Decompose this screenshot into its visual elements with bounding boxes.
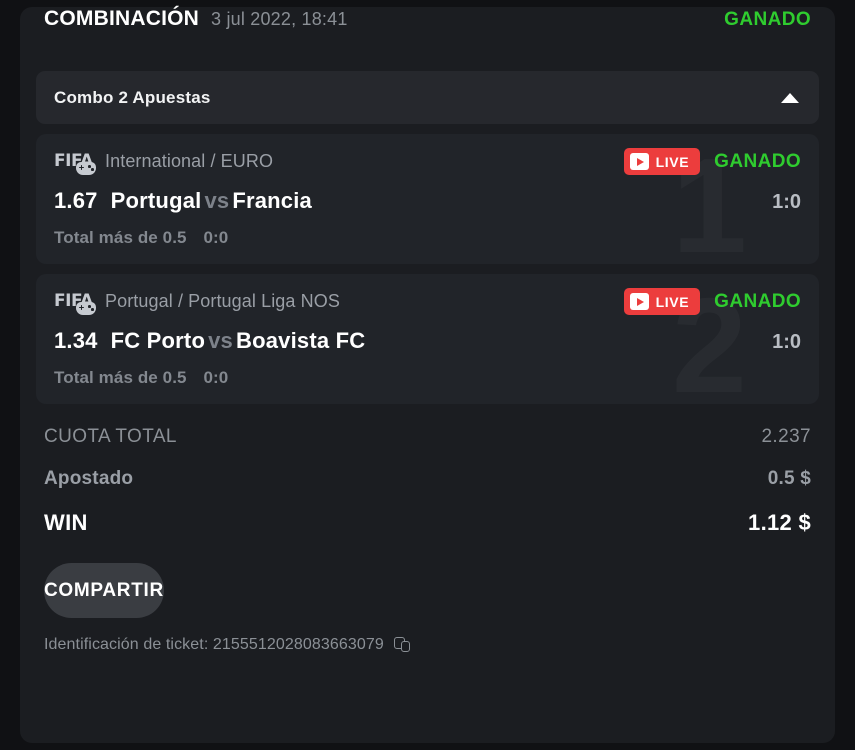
bet-league-row: FIFA International / EURO LIVE GANADO (54, 148, 801, 175)
bet-status-group: LIVE GANADO (623, 148, 801, 175)
fifa-esports-icon: FIFA (54, 149, 96, 175)
copy-icon[interactable] (393, 636, 411, 654)
ticket-header: COMBINACIÓN 3 jul 2022, 18:41 GANADO (36, 7, 819, 71)
team-home: Portugal (110, 188, 202, 213)
bet-status-group: LIVE GANADO (623, 288, 801, 315)
match-score: 1:0 (772, 191, 801, 213)
bet-market-row: Total más de 0.5 0:0 (54, 368, 801, 388)
team-home: FC Porto (110, 328, 206, 353)
team-away: Francia (232, 188, 312, 213)
bet-league-label: International / EURO (105, 151, 274, 171)
live-label: LIVE (655, 153, 690, 170)
live-label: LIVE (655, 293, 690, 310)
team-away: Boavista FC (235, 328, 366, 353)
triangle-up-icon[interactable] (779, 87, 801, 109)
bet-league-row: FIFA Portugal / Portugal Liga NOS LIVE G… (54, 288, 801, 315)
vs-separator: vs (204, 188, 230, 213)
bet-selection-row[interactable]: 2 FIFA Portugal / Portugal Liga NOS LIVE… (36, 274, 819, 404)
ticket-date: 3 jul 2022, 18:41 (211, 9, 348, 29)
win-value: 1.12 $ (748, 510, 811, 535)
bet-market-label: Total más de 0.5 (54, 368, 187, 387)
ticket-id-label: Identificación de ticket: 21555120280836… (44, 636, 384, 653)
bet-teams: Portugal vs Francia (111, 188, 312, 214)
live-badge[interactable]: LIVE (623, 148, 701, 175)
bet-slip-card: COMBINACIÓN 3 jul 2022, 18:41 GANADO Com… (20, 7, 835, 743)
win-label: WIN (44, 510, 88, 535)
total-odds-label: CUOTA TOTAL (44, 426, 177, 447)
combo-header-bar[interactable]: Combo 2 Apuestas (36, 71, 819, 124)
play-icon (629, 153, 649, 170)
stake-row: Apostado 0.5 $ (44, 468, 811, 490)
live-badge[interactable]: LIVE (623, 288, 701, 315)
match-score: 1:0 (772, 331, 801, 353)
bet-market-label: Total más de 0.5 (54, 228, 187, 247)
fifa-esports-icon: FIFA (54, 289, 96, 315)
stake-label: Apostado (44, 468, 134, 489)
win-row: WIN 1.12 $ (44, 510, 811, 536)
share-button[interactable]: COMPARTIR (44, 563, 164, 618)
bet-odds: 1.34 (54, 328, 98, 353)
vs-separator: vs (208, 328, 233, 353)
bet-market-score: 0:0 (203, 228, 229, 247)
bet-selection-row[interactable]: 1 FIFA International / EURO LIVE GANADO … (36, 134, 819, 264)
ticket-id-footer: Identificación de ticket: 21555120280836… (36, 618, 819, 654)
bet-league-label: Portugal / Portugal Liga NOS (105, 291, 340, 311)
bet-match-row: 1.34 FC Porto vs Boavista FC 1:0 (54, 328, 801, 354)
combo-label: Combo 2 Apuestas (54, 87, 211, 107)
totals-section: CUOTA TOTAL 2.237 Apostado 0.5 $ WIN 1.1… (36, 404, 819, 536)
bet-status-badge: GANADO (714, 290, 801, 312)
share-button-label: COMPARTIR (44, 579, 164, 601)
page-title: COMBINACIÓN (44, 7, 200, 30)
stake-value: 0.5 $ (767, 468, 811, 489)
ticket-status-badge: GANADO (724, 9, 811, 30)
bet-teams: FC Porto vs Boavista FC (111, 328, 366, 354)
bet-match-row: 1.67 Portugal vs Francia 1:0 (54, 188, 801, 214)
bet-status-badge: GANADO (714, 150, 801, 172)
total-odds-value: 2.237 (761, 426, 811, 447)
play-icon (629, 293, 649, 310)
bet-market-score: 0:0 (203, 368, 229, 387)
bet-market-row: Total más de 0.5 0:0 (54, 228, 801, 248)
bet-odds: 1.67 (54, 188, 98, 213)
total-odds-row: CUOTA TOTAL 2.237 (44, 426, 811, 448)
